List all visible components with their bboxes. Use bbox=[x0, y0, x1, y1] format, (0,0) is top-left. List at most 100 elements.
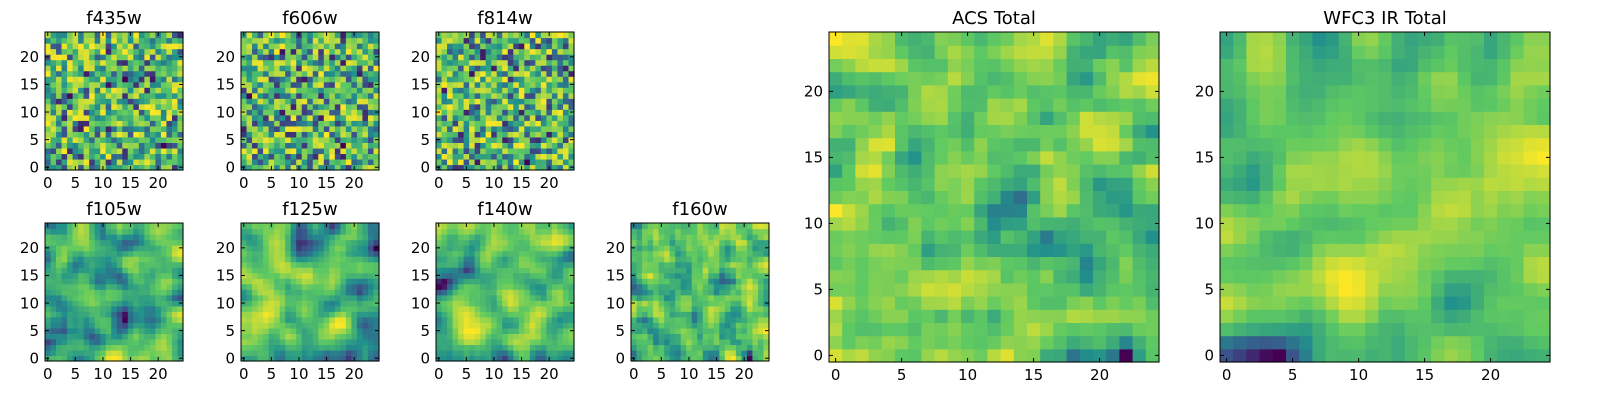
heatmap-cell bbox=[518, 283, 525, 290]
heatmap-cell bbox=[345, 98, 352, 105]
heatmap-cell bbox=[895, 164, 909, 178]
heatmap-cell bbox=[540, 158, 547, 166]
heatmap-cell bbox=[144, 109, 151, 116]
heatmap-cell bbox=[669, 327, 676, 334]
heatmap-cell bbox=[529, 239, 536, 246]
heatmap-cell bbox=[1053, 322, 1068, 337]
heatmap-cell bbox=[268, 283, 275, 290]
heatmap-cell bbox=[155, 81, 162, 88]
heatmap-cell bbox=[452, 300, 459, 307]
heatmap-cell bbox=[144, 228, 151, 235]
heatmap-cell bbox=[285, 261, 292, 268]
heatmap-cell bbox=[252, 283, 259, 290]
y-tick-label: 15 bbox=[411, 76, 430, 94]
heatmap-cell bbox=[752, 344, 759, 351]
heatmap-cell bbox=[463, 333, 470, 340]
heatmap-cell bbox=[334, 234, 341, 241]
heatmap-cell bbox=[94, 131, 101, 138]
heatmap-cell bbox=[568, 131, 575, 138]
heatmap-cell bbox=[78, 283, 85, 290]
heatmap-cell bbox=[362, 59, 369, 66]
heatmap-cell bbox=[94, 76, 101, 83]
heatmap-cell bbox=[257, 136, 264, 143]
heatmap-cell bbox=[367, 261, 375, 268]
heatmap-cell bbox=[447, 305, 454, 312]
heatmap-cell bbox=[89, 300, 96, 307]
heatmap-cell bbox=[268, 344, 275, 351]
heatmap-cell bbox=[246, 294, 253, 301]
heatmap-cell bbox=[171, 48, 179, 55]
heatmap-cell bbox=[133, 261, 140, 268]
heatmap-cell bbox=[647, 250, 654, 257]
heatmap-cell bbox=[529, 267, 536, 274]
heatmap-cell bbox=[658, 261, 665, 268]
heatmap-cell bbox=[636, 261, 643, 268]
heatmap-cell bbox=[908, 150, 922, 165]
heatmap-cell bbox=[166, 81, 173, 88]
heatmap-cell bbox=[334, 305, 341, 312]
heatmap-cell bbox=[1066, 203, 1081, 218]
heatmap-cell bbox=[746, 305, 754, 312]
heatmap-cell bbox=[100, 349, 107, 357]
heatmap-cell bbox=[568, 283, 575, 290]
heatmap-cell bbox=[507, 294, 514, 301]
heatmap-cell bbox=[61, 322, 68, 329]
heatmap-cell bbox=[1106, 335, 1120, 350]
x-tick-label: 0 bbox=[239, 365, 249, 383]
heatmap-cell bbox=[546, 98, 553, 105]
heatmap-cell bbox=[149, 305, 156, 312]
y-tick-label: 20 bbox=[606, 239, 625, 257]
heatmap-cell bbox=[296, 278, 303, 285]
heatmap-cell bbox=[252, 355, 259, 362]
heatmap-cell bbox=[719, 300, 726, 307]
heatmap-cell bbox=[452, 278, 459, 285]
heatmap-cell bbox=[697, 223, 704, 230]
heatmap-cell bbox=[89, 48, 96, 55]
heatmap-cell bbox=[502, 344, 509, 351]
heatmap-cell bbox=[452, 87, 459, 94]
heatmap-cell bbox=[122, 37, 129, 44]
heatmap-cell bbox=[56, 153, 63, 160]
heatmap-cell bbox=[485, 311, 492, 318]
heatmap-cell bbox=[452, 228, 459, 235]
heatmap-cell bbox=[296, 300, 303, 307]
heatmap-cell bbox=[452, 32, 459, 39]
heatmap-cell bbox=[45, 289, 52, 296]
heatmap-cell bbox=[513, 327, 520, 334]
heatmap-cell bbox=[496, 158, 503, 166]
heatmap-cell bbox=[842, 216, 856, 231]
heatmap-cell bbox=[72, 283, 79, 290]
heatmap-cell bbox=[166, 32, 173, 39]
heatmap-cell bbox=[144, 355, 151, 362]
heatmap-cell bbox=[713, 234, 720, 241]
heatmap-cell bbox=[340, 223, 347, 230]
heatmap-cell bbox=[301, 272, 308, 279]
heatmap-cell bbox=[351, 228, 358, 235]
x-tick-label: 10 bbox=[679, 365, 698, 383]
heatmap-cell bbox=[334, 223, 341, 230]
heatmap-cell bbox=[540, 43, 547, 50]
heatmap-cell bbox=[94, 267, 101, 274]
heatmap-cell bbox=[268, 333, 275, 340]
heatmap-cell bbox=[447, 48, 454, 55]
heatmap-cell bbox=[686, 250, 693, 257]
heatmap-cell bbox=[1145, 190, 1160, 205]
heatmap-cell bbox=[675, 250, 682, 257]
heatmap-cell bbox=[529, 355, 536, 362]
heatmap-cell bbox=[763, 316, 770, 323]
heatmap-cell bbox=[362, 278, 369, 285]
heatmap-cell bbox=[702, 283, 709, 290]
heatmap-cell bbox=[921, 322, 936, 337]
heatmap-cell bbox=[452, 256, 459, 263]
heatmap-cell bbox=[730, 223, 737, 230]
heatmap-cell bbox=[155, 153, 162, 160]
heatmap-cell bbox=[72, 278, 79, 285]
heatmap-cell bbox=[45, 153, 52, 160]
heatmap-cell bbox=[1013, 256, 1028, 271]
heatmap-cell bbox=[246, 256, 253, 263]
heatmap-cell bbox=[502, 120, 509, 127]
heatmap-cell bbox=[1119, 243, 1134, 257]
heatmap-cell bbox=[149, 125, 156, 132]
heatmap-cell bbox=[691, 278, 698, 285]
heatmap-cell bbox=[763, 338, 770, 346]
